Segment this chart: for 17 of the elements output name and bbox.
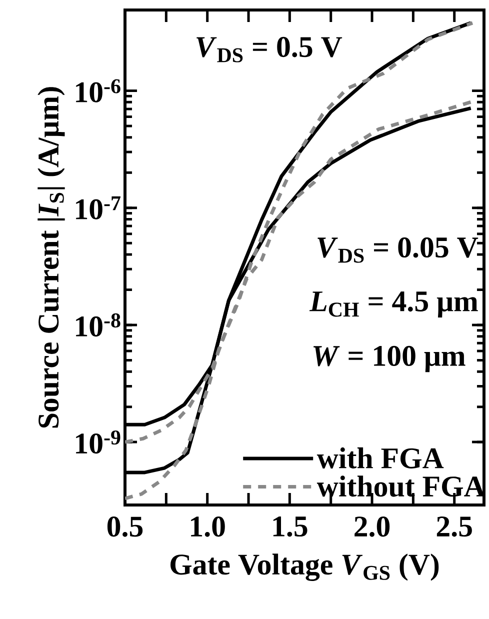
y-tick-label: 10$^{-9}$ — [76, 430, 120, 454]
x-tick-label: 1.5 — [273, 516, 308, 537]
x-axis-title: Gate Voltage V$_{GS}$ (V) — [170, 554, 439, 581]
annotation: V$_{DS}$ = 0.05 V — [318, 237, 478, 263]
y-axis-title: Source Current |I$_{S}$| (A/μm) — [38, 87, 65, 428]
annotation: V$_{DS}$ = 0.5 V — [196, 36, 342, 62]
y-tick-label: 10$^{-6}$ — [76, 79, 120, 102]
x-tick-label: 2.5 — [436, 516, 472, 537]
x-tick-label: 0.5 — [107, 516, 143, 537]
y-tick-label: 10$^{-7}$ — [76, 196, 120, 220]
legend-label: without FGA — [316, 476, 486, 497]
annotation: L$_{CH}$ = 4.5 μm — [309, 292, 478, 318]
x-tick-label: 1.0 — [191, 516, 225, 537]
y-tick-label: 10$^{-8}$ — [76, 313, 120, 337]
x-tick-label: 2.0 — [354, 516, 390, 537]
legend-label: with FGA — [316, 447, 444, 468]
annotation: W = 100 μm — [313, 346, 466, 372]
